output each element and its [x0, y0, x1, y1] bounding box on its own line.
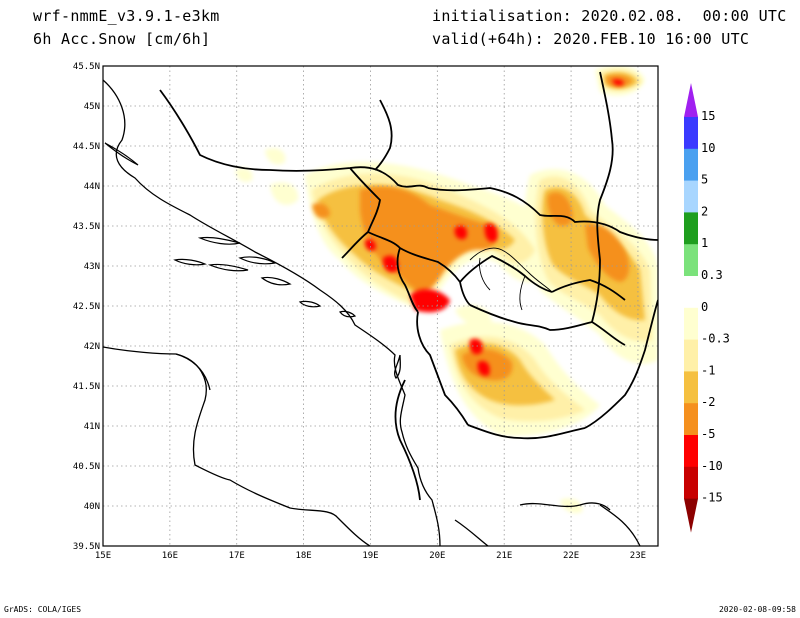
legend-label: 1 — [701, 236, 708, 250]
lat-tick-label: 39.5N — [73, 542, 100, 552]
legend-swatch — [684, 212, 698, 245]
legend-swatch — [684, 180, 698, 213]
legend-label: -5 — [701, 427, 715, 441]
islands — [104, 142, 357, 318]
legend-swatch — [684, 276, 698, 309]
lat-tick-label: 45.5N — [73, 62, 100, 72]
lat-tick-label: 42.5N — [73, 302, 100, 312]
legend-swatch — [684, 498, 698, 533]
map-frame — [102, 65, 659, 547]
lat-tick-label: 44N — [84, 182, 100, 192]
legend-label: 0 — [701, 300, 708, 314]
valid-time: valid(+64h): 2020.FEB.10 16:00 UTC — [432, 30, 750, 48]
lat-tick-label: 45N — [84, 102, 100, 112]
lon-tick-label: 18E — [295, 551, 311, 561]
coastline — [103, 79, 641, 546]
legend-label: 0.3 — [701, 268, 723, 282]
legend-swatch — [684, 339, 698, 372]
legend-label: -10 — [701, 459, 723, 473]
plot-timestamp: 2020-02-08-09:58 — [718, 605, 796, 614]
lon-tick-label: 19E — [362, 551, 378, 561]
legend-swatch — [684, 435, 698, 468]
model-title: wrf-nmmE_v3.9.1-e3km — [33, 7, 220, 25]
lon-tick-label: 15E — [95, 551, 111, 561]
legend-swatch — [684, 403, 698, 436]
regional-borders — [469, 247, 553, 311]
lon-tick-label: 22E — [563, 551, 579, 561]
lat-tick-label: 41.5N — [73, 382, 100, 392]
legend-swatch — [684, 371, 698, 404]
color-legend: 15 10 5 2 1 0.3 0 -0.3 -1 -2 -5 -10 -15 — [684, 83, 730, 533]
lon-tick-label: 16E — [162, 551, 178, 561]
lat-tick-label: 40.5N — [73, 462, 100, 472]
legend-label: -0.3 — [701, 332, 730, 346]
legend-swatch — [684, 244, 698, 277]
lat-tick-label: 42N — [84, 342, 100, 352]
legend-swatch — [684, 117, 698, 150]
longitude-labels: 15E 16E 17E 18E 19E 20E 21E 22E 23E — [95, 551, 646, 561]
lon-tick-label: 23E — [630, 551, 646, 561]
lat-tick-label: 43.5N — [73, 222, 100, 232]
legend-label: 15 — [701, 109, 715, 123]
lat-tick-label: 40N — [84, 502, 100, 512]
legend-swatch — [684, 83, 698, 117]
variable-title: 6h Acc.Snow [cm/6h] — [33, 30, 211, 48]
lon-tick-label: 20E — [429, 551, 445, 561]
init-time: initialisation: 2020.02.08. 00:00 UTC — [432, 7, 787, 25]
legend-swatch — [684, 307, 698, 341]
lon-tick-label: 17E — [229, 551, 245, 561]
legend-label: 5 — [701, 173, 708, 187]
lat-lon-grid — [103, 66, 658, 546]
lat-tick-label: 44.5N — [73, 142, 100, 152]
lat-tick-label: 41N — [84, 422, 100, 432]
legend-label: -2 — [701, 395, 715, 409]
national-borders — [159, 71, 658, 501]
lat-tick-label: 43N — [84, 262, 100, 272]
snowfall-field — [235, 66, 658, 514]
legend-swatch — [684, 148, 698, 182]
latitude-labels: 45.5N 45N 44.5N 44N 43.5N 43N 42.5N 42N 41.5N 41N… — [73, 62, 100, 552]
legend-label: -15 — [701, 491, 723, 505]
legend-label: -1 — [701, 363, 715, 377]
legend-label: 2 — [701, 204, 708, 218]
grads-credit: GrADS: COLA/IGES — [4, 605, 82, 614]
lon-tick-label: 21E — [496, 551, 512, 561]
legend-label: 10 — [701, 141, 715, 155]
legend-swatch — [684, 466, 698, 500]
